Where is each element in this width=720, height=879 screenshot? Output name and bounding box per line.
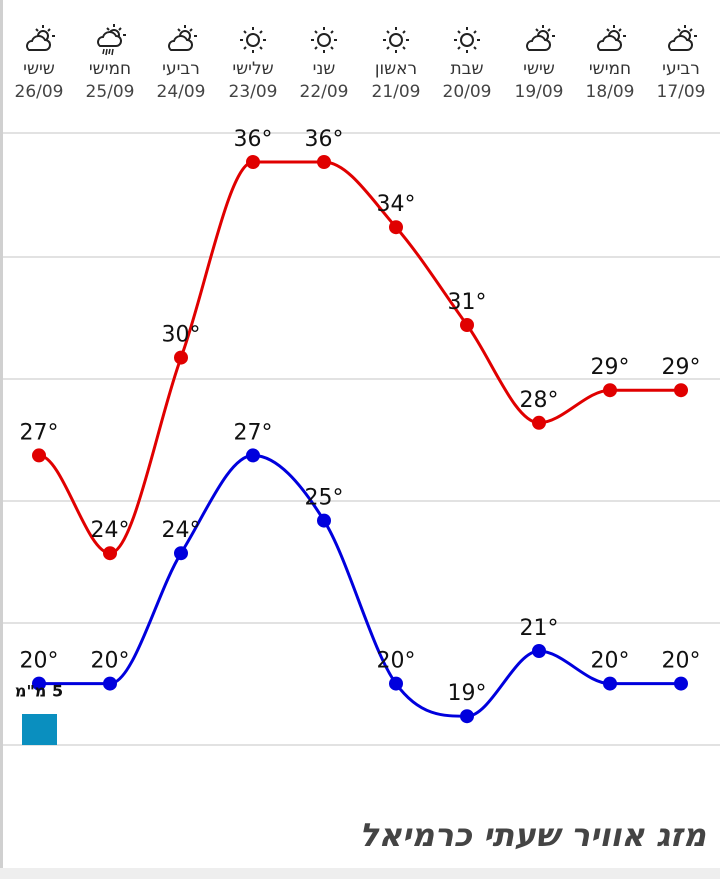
- low-temp-point: [674, 676, 688, 691]
- day-name: שבת: [450, 59, 484, 79]
- low-temp-point: [174, 546, 188, 561]
- low-temp-label: 24°: [162, 518, 201, 543]
- high-temp-point: [603, 383, 617, 398]
- bottom-divider: [0, 868, 720, 879]
- high-temp-label: 27°: [20, 420, 59, 445]
- high-temp-label: 24°: [91, 518, 130, 543]
- high-temp-point: [103, 546, 117, 561]
- high-temp-label: 34°: [377, 192, 416, 217]
- low-temp-point: [317, 513, 331, 528]
- day-column: שבת 20/09: [432, 22, 502, 104]
- day-column: ראשון 21/09: [361, 22, 431, 104]
- high-temp-label: 31°: [448, 290, 487, 315]
- day-date: 22/09: [299, 82, 349, 102]
- day-date: 19/09: [514, 82, 564, 102]
- high-temp-point: [460, 318, 474, 332]
- day-column: רביעי 17/09: [646, 22, 716, 104]
- partly-cloudy-icon: [646, 22, 716, 58]
- sun-icon: [432, 22, 502, 58]
- low-temp-label: 27°: [234, 420, 273, 445]
- high-temp-point: [389, 220, 403, 235]
- left-border: [0, 0, 3, 879]
- high-temp-point: [674, 383, 688, 398]
- low-temp-point: [389, 676, 403, 691]
- high-temp-point: [174, 350, 188, 365]
- low-temp-point: [603, 676, 617, 691]
- high-temp-label: 30°: [162, 323, 201, 348]
- rain-icon: [75, 22, 145, 58]
- low-temp-label: 20°: [591, 649, 630, 674]
- low-temp-label: 21°: [520, 616, 559, 641]
- sun-icon: [361, 22, 431, 58]
- day-column: שישי 19/09: [504, 22, 574, 104]
- day-date: 25/09: [85, 82, 135, 102]
- day-name: ראשון: [374, 59, 418, 79]
- day-name: רביעי: [162, 59, 200, 79]
- day-date: 23/09: [228, 82, 278, 102]
- partly-cloudy-icon: [4, 22, 74, 58]
- sun-icon: [289, 22, 359, 58]
- page-title: מזג אוויר שעתי כרמיאל: [359, 816, 706, 854]
- day-column: חמישי 25/09: [75, 22, 145, 104]
- rain-bar: [22, 714, 57, 745]
- temperature-chart: 27° 24° 30° 36° 36° 34° 31° 28° 29° 29° 20° 20° 24° 2…: [3, 127, 720, 746]
- low-temp-point: [246, 448, 260, 463]
- low-temp-label: 19°: [448, 681, 487, 706]
- low-temp-label: 20°: [91, 649, 130, 674]
- partly-cloudy-icon: [146, 22, 216, 58]
- high-temp-label: 29°: [591, 355, 630, 380]
- low-temp-label: 20°: [377, 649, 416, 674]
- partly-cloudy-icon: [575, 22, 645, 58]
- high-temp-label: 28°: [520, 388, 559, 413]
- high-temp-label: 36°: [305, 127, 344, 152]
- day-name: שישי: [523, 59, 555, 79]
- low-temp-label: 20°: [20, 649, 59, 674]
- day-name: שלישי: [232, 59, 274, 79]
- day-column: שלישי 23/09: [218, 22, 288, 104]
- day-name: חמישי: [88, 59, 132, 79]
- sun-icon: [218, 22, 288, 58]
- low-temp-point: [103, 676, 117, 691]
- day-date: 17/09: [656, 82, 706, 102]
- day-column: שני 22/09: [289, 22, 359, 104]
- day-name: חמישי: [588, 59, 632, 79]
- day-date: 26/09: [14, 82, 64, 102]
- day-date: 20/09: [442, 82, 492, 102]
- high-temp-label: 36°: [234, 127, 273, 152]
- low-temp-point: [532, 644, 546, 658]
- low-temp-line: [39, 453, 681, 718]
- high-temp-point: [532, 415, 546, 430]
- low-temp-label: 20°: [662, 649, 701, 674]
- day-date: 18/09: [585, 82, 635, 102]
- low-temp-point: [460, 709, 474, 724]
- day-date: 24/09: [156, 82, 206, 102]
- low-temp-point: [32, 676, 46, 691]
- high-temp-point: [32, 448, 46, 463]
- day-name: שני: [312, 59, 336, 79]
- day-date: 21/09: [371, 82, 421, 102]
- high-temp-point: [317, 155, 331, 169]
- low-temp-label: 25°: [305, 486, 344, 511]
- day-column: שישי 26/09: [4, 22, 74, 104]
- high-temp-label: 29°: [662, 355, 701, 380]
- day-name: רביעי: [662, 59, 700, 79]
- day-column: רביעי 24/09: [146, 22, 216, 104]
- partly-cloudy-icon: [504, 22, 574, 58]
- rain-amount-label: 5 מ"מ: [15, 682, 63, 701]
- high-temp-point: [246, 155, 260, 169]
- high-temp-line: [38, 160, 681, 555]
- day-name: שישי: [23, 59, 55, 79]
- day-column: חמישי 18/09: [575, 22, 645, 104]
